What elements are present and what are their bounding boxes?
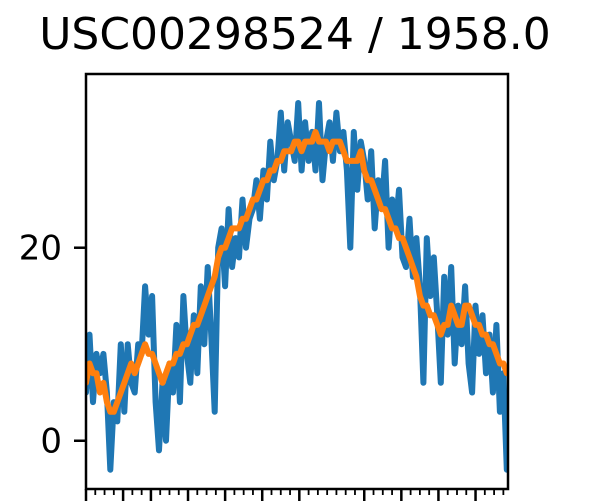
axes-layer: 0 20 xyxy=(19,72,510,501)
y-tick-label: 0 xyxy=(40,422,62,462)
series-1 xyxy=(86,128,508,415)
series-0-line xyxy=(86,100,508,473)
chart-title: USC00298524 / 1958.0 xyxy=(39,9,551,60)
series-1-line xyxy=(86,128,508,415)
series-0 xyxy=(86,100,508,473)
plot-frame xyxy=(84,72,510,491)
y-tick-label: 20 xyxy=(19,229,62,269)
series-layer xyxy=(86,100,508,473)
